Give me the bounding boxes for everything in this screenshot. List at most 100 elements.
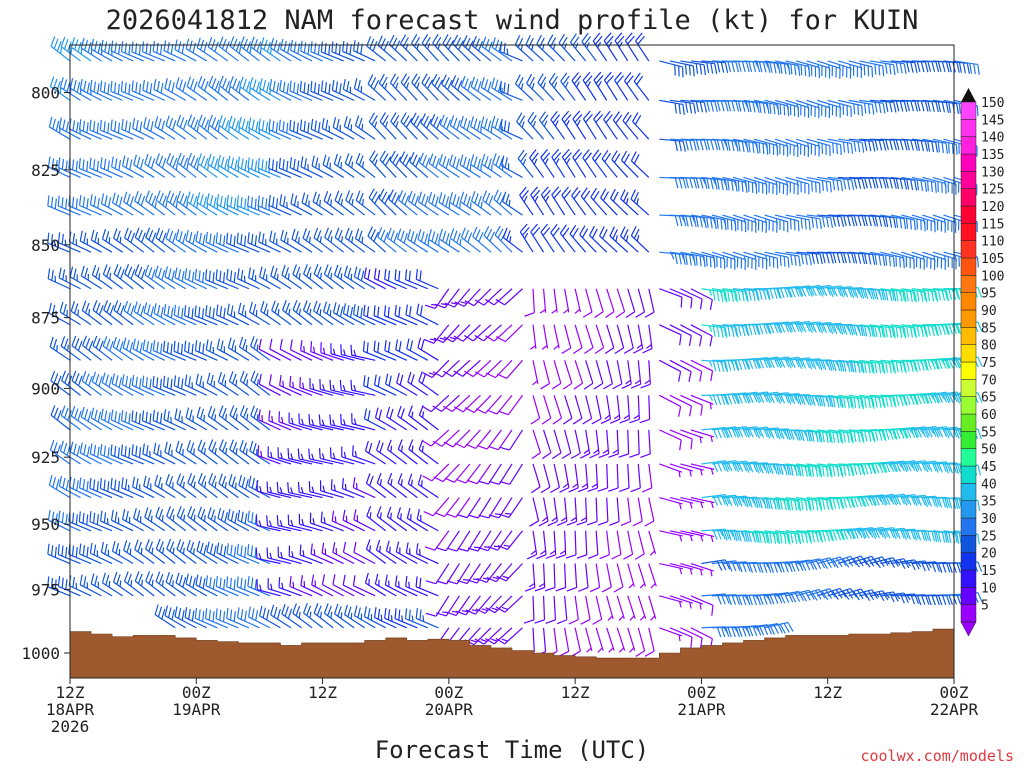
wind-barb [474,359,502,378]
wind-barb [574,288,582,314]
wind-barb [377,227,397,253]
wind-barb [164,266,187,290]
wind-barb [901,393,930,405]
wind-barb [450,75,471,101]
wind-barb [530,223,545,253]
wind-barb [132,476,155,499]
wind-barb [523,595,535,624]
wind-barb [869,394,897,408]
wind-barb [299,119,323,140]
wind-barb [659,394,682,417]
wind-barb [218,405,239,431]
wind-barb [609,395,621,424]
wind-barb [459,154,481,178]
wind-barb [208,75,229,101]
wind-barb [806,429,833,444]
wind-barb [579,225,597,253]
wind-barb [472,226,492,253]
colorbar-label: 115 [981,217,1004,232]
wind-barb [71,370,92,396]
wind-barb [838,463,866,476]
colorbar-swatch [960,517,977,536]
y-tick-label: 825 [31,161,60,180]
wind-barb [208,114,229,140]
wind-barb [229,75,250,101]
wind-barb [366,506,387,532]
wind-barb [215,269,239,290]
wind-barb [397,439,418,465]
wind-barb [585,627,593,653]
wind-barb [566,563,578,592]
wind-barb [329,447,355,465]
wind-barb [292,300,313,326]
wind-barb [57,195,81,216]
wind-barb [78,477,102,499]
wind-barb [196,540,218,565]
wind-barb [594,324,605,355]
wind-barb [880,558,910,569]
wind-barb [268,195,292,216]
credit-link[interactable]: coolwx.com/models [860,747,1014,765]
wind-barb [363,304,386,326]
wind-barb [890,214,916,231]
wind-barb [82,335,102,361]
wind-barb [568,463,579,493]
wind-barb [141,410,165,431]
wind-barb [289,119,313,140]
wind-barb [491,115,513,140]
wind-barb [817,394,844,409]
wind-barb [608,463,619,492]
wind-barb [632,112,650,140]
wind-barb [640,429,651,458]
wind-barb [659,497,683,510]
wind-barb [640,360,651,389]
wind-barb [206,372,229,396]
wind-barb [258,338,281,361]
wind-barb [701,176,728,191]
wind-barb [680,562,704,576]
wind-barb [633,72,650,101]
wind-barb [299,544,323,565]
colorbar-swatch [960,465,977,484]
wind-barb [279,338,302,361]
wind-barb [321,574,344,597]
colorbar-swatch [960,379,977,397]
wind-barb [796,463,823,478]
wind-barb [425,563,450,585]
colorbar-swatch [960,171,977,189]
wind-barb [817,176,844,192]
wind-barb [605,288,615,319]
wind-barb [438,228,460,253]
wind-barb [593,71,608,101]
wind-barb [806,138,831,156]
wind-barb [555,563,567,592]
wind-barb [68,195,92,216]
wind-barb [207,153,229,178]
wind-barb [561,324,572,354]
wind-barb [134,190,155,216]
wind-barb [195,373,218,396]
wind-barb [205,305,229,326]
wind-barb [247,606,271,629]
colorbar-label: 20 [981,547,997,562]
colorbar-swatch [960,587,977,605]
wind-barb [648,530,657,556]
wind-barb [496,359,523,379]
wind-barb [495,288,523,306]
wind-barb [99,80,123,101]
wind-barb [120,410,144,431]
wind-barb [701,426,730,439]
wind-barb [524,288,535,317]
wind-barb [438,153,460,178]
wind-barb [587,463,599,493]
wind-barb [185,573,208,597]
wind-barb [103,300,123,326]
wind-barb [99,444,123,465]
wind-barb [463,324,492,342]
wind-barb [743,176,768,195]
wind-barb [394,575,418,597]
wind-barb [648,595,657,621]
wind-barb [486,563,513,583]
wind-barb [601,563,612,593]
